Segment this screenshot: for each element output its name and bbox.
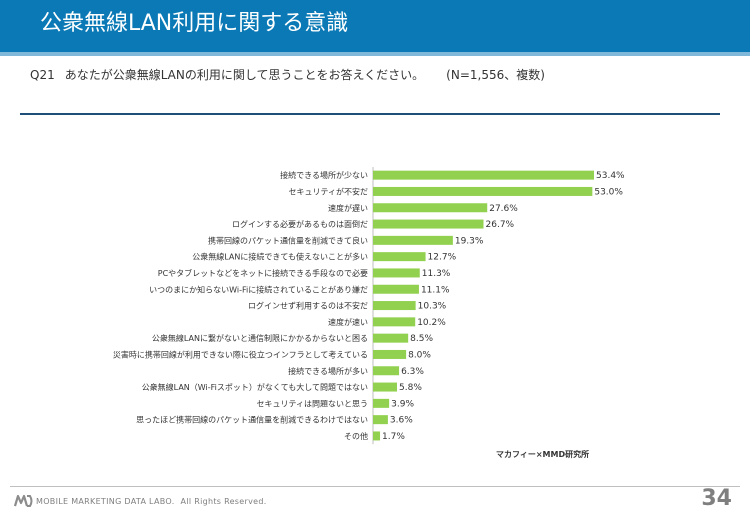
category-label: 携帯回線のパケット通信量を削減できて良い [208,235,368,245]
category-label: 公衆無線LANに接続できても使えないことが多い [192,252,368,262]
data-label: 11.3% [422,269,451,279]
bar [373,301,416,311]
source-credit: マカフィー×MMD研究所 [496,450,590,459]
data-label: 53.4% [596,171,625,181]
data-label: 3.9% [391,399,414,409]
question-label: Q21 [30,68,55,82]
bar [373,268,420,278]
bar [373,219,484,229]
bar [373,186,593,196]
category-label: ログインせず利用するのは不安だ [248,301,368,311]
data-label: 5.8% [399,383,422,393]
bar [373,333,409,343]
data-label: 3.6% [390,416,413,426]
data-label: 10.3% [418,302,447,312]
footer-rights: All Rights Reserved. [180,497,267,506]
category-label: セキュリティは問題ないと思う [256,399,368,408]
footer-text: MOBILE MARKETING DATA LABO. All Rights Re… [36,497,267,506]
bar [373,366,400,376]
category-label: 速度が速い [328,317,368,327]
category-label: 速度が遅い [328,203,368,213]
category-label: 思ったほど携帯回線のパケット通信量を削減できるわけではない [136,415,368,425]
category-label: その他 [344,431,368,441]
title-bar: 公衆無線LAN利用に関する意識 [0,0,750,52]
bar [373,398,390,408]
data-label: 19.3% [455,236,484,246]
data-label: 6.3% [401,367,424,377]
bar [373,170,594,180]
bar [373,382,398,392]
data-label: 10.2% [417,318,446,328]
slide-title: 公衆無線LAN利用に関する意識 [40,11,349,36]
footer-company-name: MOBILE MARKETING DATA LABO. [36,497,175,506]
data-label: 8.5% [410,334,433,344]
page-number: 34 [701,486,732,511]
question-text: あなたが公衆無線LANの利用に関して思うことをお答えください。 [64,68,425,82]
data-label: 1.7% [382,432,405,442]
question-note: (N=1,556、複数) [446,68,545,82]
category-label: 接続できる場所が少ない [280,170,368,180]
question-line: Q21 あなたが公衆無線LANの利用に関して思うことをお答えください。 (N=1,5… [30,66,545,83]
category-label: ログインする必要があるものは面倒だ [232,219,368,229]
bar [373,431,381,441]
bar [373,349,407,359]
category-label: 公衆無線LANに繋がないと通信制限にかかるからないと困る [152,333,368,343]
data-label: 12.7% [428,253,457,263]
category-label: セキュリティが不安だ [288,186,368,196]
data-label: 53.0% [594,187,623,197]
bar [373,235,453,245]
bar [373,317,416,327]
bar [373,284,419,294]
data-label: 26.7% [486,220,515,230]
mmd-logo-icon [14,494,33,507]
category-label: いつのまにか知らないWi-Fiに接続されていることがあり嫌だ [149,284,368,294]
bar [373,203,488,213]
footer-divider [10,486,740,487]
category-label: PCやタブレットなどをネットに接続できる手段なので必要 [158,268,368,278]
category-label: 災害時に携帯回線が利用できない際に役立つインフラとして考えている [113,349,368,359]
category-label: 公衆無線LAN（Wi-Fiスポット）がなくても大して問題ではない [142,382,368,392]
category-label: 接続できる場所が多い [288,366,368,376]
section-divider [20,113,720,115]
bar [373,252,426,262]
title-underline [0,52,750,56]
data-label: 8.0% [408,350,431,360]
data-label: 11.1% [421,285,450,295]
bar [373,415,388,425]
data-label: 27.6% [489,204,518,214]
